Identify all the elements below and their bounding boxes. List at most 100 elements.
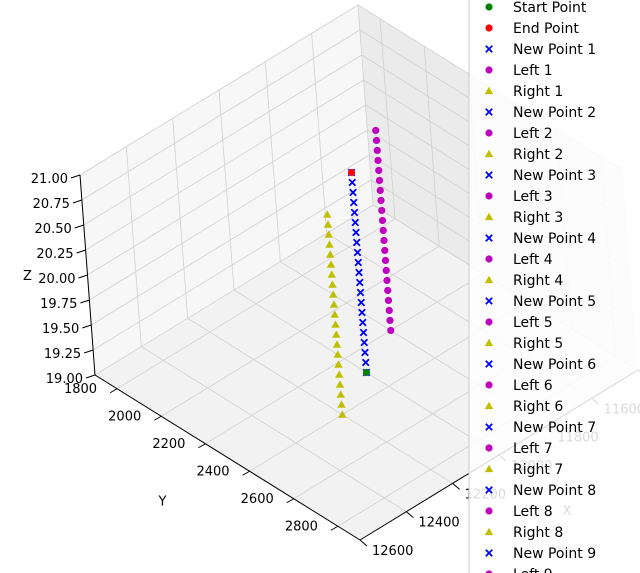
right-point xyxy=(333,350,342,358)
legend-label: New Point 4 xyxy=(513,231,596,247)
z-tick-label: 19.50 xyxy=(42,322,79,337)
right-point xyxy=(324,230,333,238)
legend-marker xyxy=(484,527,494,536)
left-point xyxy=(384,286,392,295)
legend-label: New Point 1 xyxy=(513,42,596,58)
z-tick-label: 20.00 xyxy=(38,272,75,287)
right-point xyxy=(331,320,340,328)
z-tick-mark xyxy=(78,274,88,279)
left-point xyxy=(383,276,391,285)
legend-marker xyxy=(485,129,493,137)
right-point xyxy=(338,410,347,418)
legend-label: Left 8 xyxy=(513,504,553,520)
new-point xyxy=(351,218,360,227)
legend-label: Right 8 xyxy=(513,525,563,541)
y-tick-mark xyxy=(286,498,294,504)
y-tick-mark xyxy=(109,388,118,394)
legend-box xyxy=(468,0,640,573)
y-tick-label: 2800 xyxy=(285,519,318,534)
left-point xyxy=(377,196,385,205)
left-point xyxy=(379,226,387,235)
right-point xyxy=(330,310,339,318)
right-point xyxy=(336,390,345,398)
right-point xyxy=(335,370,344,378)
z-grid-left-wall xyxy=(85,79,364,251)
legend-marker xyxy=(485,3,493,11)
legend-marker xyxy=(485,45,493,53)
legend-marker xyxy=(485,318,493,326)
new-point xyxy=(352,238,361,247)
left-point xyxy=(376,186,384,195)
new-point xyxy=(352,228,360,237)
y-tick-mark xyxy=(330,525,339,531)
legend-label: Right 4 xyxy=(513,273,563,289)
y-tick-label: 2000 xyxy=(108,409,141,424)
y-grid-floor xyxy=(205,273,484,445)
left-point xyxy=(373,146,381,155)
legend-marker xyxy=(485,486,493,494)
y-tick-mark xyxy=(198,443,206,449)
y-tick-label: 1800 xyxy=(64,382,97,397)
legend-label: New Point 6 xyxy=(513,357,596,373)
legend-marker xyxy=(485,171,493,179)
legend-marker xyxy=(484,401,494,410)
z-tick-label: 20.75 xyxy=(33,197,70,212)
legend-label: New Point 2 xyxy=(513,105,596,121)
data-points xyxy=(323,126,395,418)
z-tick-mark xyxy=(83,349,94,354)
legend-marker xyxy=(484,86,494,95)
z-tick-label: 21.00 xyxy=(31,172,68,187)
z-grid-left-wall xyxy=(89,129,368,301)
right-point xyxy=(332,330,341,338)
x-grid-floor xyxy=(187,317,453,484)
legend-label: New Point 3 xyxy=(513,168,596,184)
legend-marker xyxy=(485,381,493,389)
y-tick-label: 2200 xyxy=(152,437,185,452)
z-tick-label: 20.50 xyxy=(35,222,72,237)
x-tick-mark xyxy=(452,482,460,490)
new-point xyxy=(355,268,363,277)
right-point xyxy=(337,400,346,408)
legend: Start Point End Point New Point 1 Left 1 Rig… xyxy=(468,0,640,573)
legend-label: Left 2 xyxy=(513,126,553,142)
new-point xyxy=(356,288,365,297)
z-grid-left-wall xyxy=(83,54,362,226)
legend-marker xyxy=(485,423,493,431)
left-point xyxy=(384,296,393,305)
legend-label: Left 3 xyxy=(513,189,553,205)
legend-label: New Point 7 xyxy=(513,420,596,436)
legend-marker xyxy=(485,66,493,74)
legend-marker xyxy=(484,212,494,221)
new-point xyxy=(348,178,357,187)
z-grid-left-wall xyxy=(91,154,370,326)
new-point xyxy=(353,248,362,257)
z-tick-mark xyxy=(74,224,84,229)
legend-label: End Point xyxy=(513,21,579,37)
new-point xyxy=(349,188,357,197)
new-point xyxy=(358,308,366,317)
z-tick-mark xyxy=(80,299,90,304)
right-point xyxy=(327,270,336,278)
legend-marker xyxy=(484,464,494,473)
x-tick-mark xyxy=(359,539,368,547)
legend-marker xyxy=(485,108,493,116)
legend-marker xyxy=(485,192,493,200)
new-point xyxy=(354,258,363,267)
z-grid-left-wall xyxy=(92,179,372,351)
legend-marker xyxy=(485,507,493,515)
legend-marker xyxy=(485,360,493,368)
x-grid-floor xyxy=(141,346,407,513)
z-tick-mark xyxy=(76,249,86,254)
z-tick-mark xyxy=(70,174,81,179)
right-point xyxy=(323,220,333,228)
legend-label: Right 7 xyxy=(513,462,563,478)
legend-label: Left 4 xyxy=(513,252,553,268)
z-tick-label: 19.25 xyxy=(44,347,81,362)
new-point xyxy=(361,348,369,357)
z-axis-label: Z xyxy=(23,269,32,284)
right-point xyxy=(328,280,337,288)
legend-label: New Point 5 xyxy=(513,294,596,310)
y-grid-floor xyxy=(161,245,440,417)
left-point xyxy=(378,216,387,225)
